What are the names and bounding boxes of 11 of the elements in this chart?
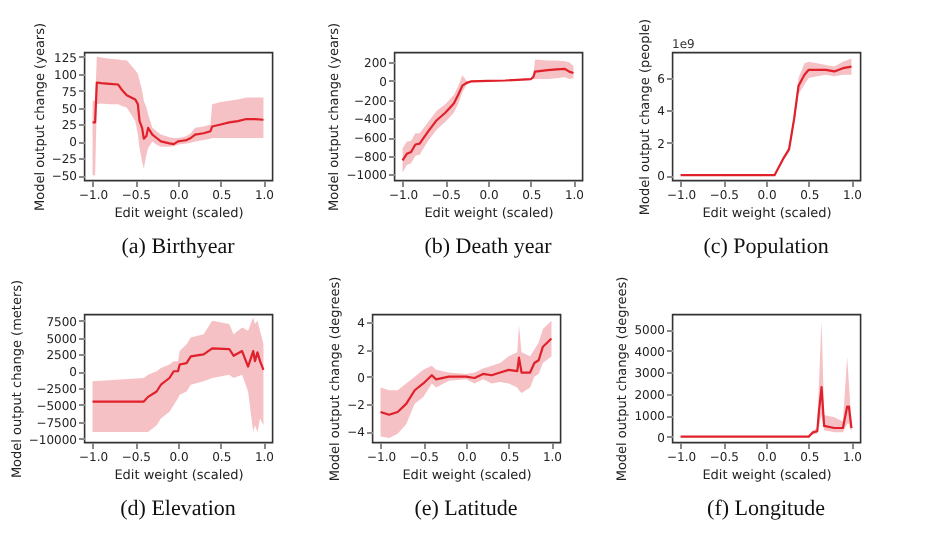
line-series [91, 81, 265, 146]
text: (d) Elevation [120, 497, 237, 521]
text: (a) Birthyear [121, 235, 236, 259]
text: (b) Death year [424, 235, 553, 259]
text: (e) Latitude [414, 497, 518, 521]
line-series [91, 347, 265, 403]
text: (f) Longitude [707, 497, 826, 521]
line-series [379, 337, 553, 416]
line-series [679, 386, 853, 438]
line-series [401, 67, 575, 162]
text: (c) Population [703, 235, 830, 259]
